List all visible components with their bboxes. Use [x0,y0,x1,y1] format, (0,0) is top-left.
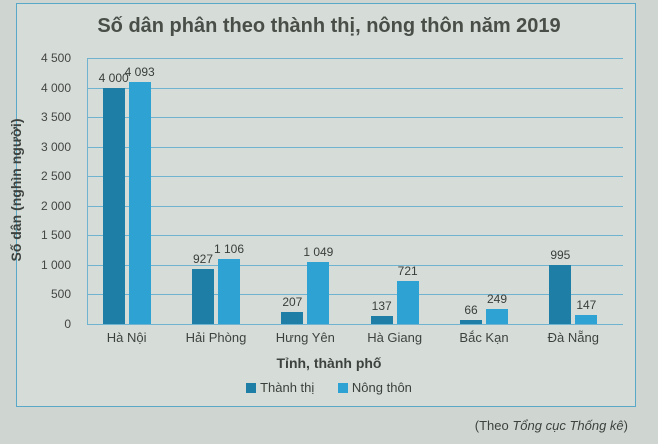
gridline [87,146,623,148]
gridline [87,87,623,89]
bar-value-label: 721 [397,264,418,279]
x-tick-label: Hà Nội [106,330,147,345]
legend-swatch-icon [337,382,348,393]
x-tick-label: Đà Nẵng [547,330,599,345]
gridline [87,117,623,119]
x-tick-label: Hưng Yên [275,330,335,345]
gridline [87,205,623,207]
bar [396,281,419,324]
plot-area: 0 500 1 000 1 500 2 000 2 500 3 000 3 500 4 000 4… [41,51,623,331]
legend-item-urban: Thành thị [246,380,314,395]
source-note: (Theo Tổng cục Thống kê) [474,418,628,433]
y-tick-label: 1 000 [40,257,71,272]
bar [307,262,330,324]
legend-swatch-icon [246,382,257,393]
bar-value-label: 4 000 [98,70,129,85]
chart-title: Số dân phân theo thành thị, nông thôn nă… [97,15,561,37]
bar-value-label: 249 [486,292,508,307]
bar-value-label: 1 049 [303,244,334,259]
gridline [87,324,623,325]
bar [460,320,482,324]
bar-value-label: 207 [282,294,303,309]
gridline [87,235,623,237]
legend-item-rural: Nông thôn [337,380,412,395]
bar-value-label: 147 [576,298,597,313]
y-tick-label: 0 [64,317,71,331]
y-tick-label: 1 500 [40,228,71,243]
bar-value-label: 1 106 [213,241,245,256]
y-tick-label: 3 500 [40,110,71,125]
gridline [87,58,623,59]
bar [192,269,214,324]
y-tick-label: 2 000 [40,198,71,213]
gridline [87,294,623,296]
y-tick-label: 4 500 [40,51,71,65]
bar [486,309,508,324]
bar-value-label: 137 [371,298,392,313]
y-tick-label: 500 [50,287,71,302]
x-tick-label: Hà Giang [367,330,423,345]
bar [102,87,125,324]
y-tick-label: 2 500 [40,169,71,184]
bar [281,311,304,324]
legend: Thành thị Nông thôn [0,380,658,396]
bar [370,315,393,324]
y-tick-label: 3 000 [40,139,71,154]
bar [218,258,240,324]
gridline [87,176,623,178]
x-tick-label: Hải Phòng [185,330,247,345]
x-tick-label: Bắc Kạn [459,330,509,345]
bar [575,315,598,324]
x-axis-label: Tỉnh, thành phố [276,355,382,371]
y-tick-label: 4 000 [40,80,71,95]
bar [549,265,572,324]
bar-value-label: 4 093 [124,65,155,80]
bar-value-label: 66 [464,303,478,318]
bar-value-label: 927 [192,252,214,267]
gridline [87,264,623,266]
bar-value-label: 995 [550,248,571,263]
y-axis [87,58,88,324]
bar [128,82,151,324]
